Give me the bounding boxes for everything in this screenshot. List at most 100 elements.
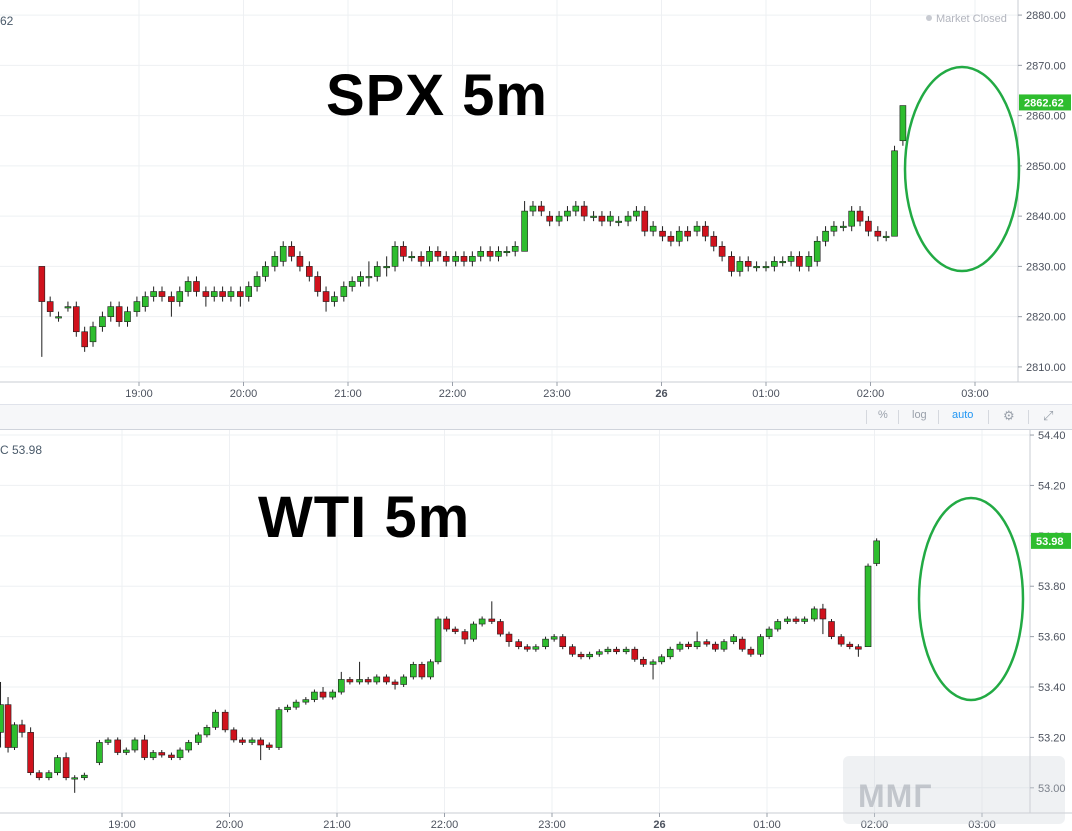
wti-candle-body <box>11 724 18 748</box>
wti-candle <box>346 676 354 685</box>
spx-candle-body <box>288 245 295 257</box>
percent-scale-button[interactable]: % <box>878 409 888 421</box>
wti-highlight-ellipse <box>917 496 1025 702</box>
spx-candle <box>899 105 907 146</box>
spx-candle-body <box>675 230 683 242</box>
spx-candle <box>219 286 226 302</box>
spx-highlight-ellipse <box>903 65 1021 273</box>
spx-candle <box>296 251 304 272</box>
spx-candle <box>615 216 622 227</box>
spx-candle-body <box>477 251 485 257</box>
spx-candle-body <box>684 230 691 237</box>
wti-candle-body <box>81 774 88 779</box>
spx-candle-body <box>365 276 373 279</box>
spx-candle <box>373 261 381 282</box>
spx-candle-body <box>779 261 787 264</box>
spx-x-tick-label: 01:00 <box>752 388 780 400</box>
spx-chart-svg[interactable]: 2810.00 2820.00 2830.00 2840.00 2850.00 2860.… <box>0 0 1072 404</box>
wti-candle <box>265 742 273 751</box>
wti-candle <box>470 621 477 642</box>
wti-candle <box>364 676 372 685</box>
wti-candle-body <box>595 651 603 655</box>
spx-candle-body <box>649 225 657 232</box>
wti-candle-body <box>71 777 78 780</box>
spx-candle <box>365 261 373 287</box>
wti-candle-body <box>873 540 880 564</box>
spx-candle <box>684 226 691 242</box>
wti-candle-body <box>391 681 399 685</box>
wti-candle <box>131 737 139 753</box>
spx-candle-body <box>89 326 97 343</box>
log-scale-button[interactable]: log <box>912 409 927 421</box>
spx-candle <box>874 226 882 242</box>
spx-candle-body <box>848 210 855 227</box>
spx-candle <box>227 286 235 302</box>
wti-candle-body <box>640 658 647 665</box>
auto-scale-button[interactable]: auto <box>952 409 974 421</box>
spx-candle <box>503 246 511 257</box>
spx-candle-body <box>693 225 701 232</box>
wti-candle <box>515 639 522 650</box>
spx-candle <box>193 276 200 297</box>
status-dot-icon <box>926 15 932 21</box>
toolbar-divider <box>898 410 899 424</box>
wti-candle-body <box>505 633 513 642</box>
wti-candle <box>11 722 18 751</box>
wti-candle-body <box>27 732 34 773</box>
spx-candle-body <box>331 296 338 302</box>
spx-chart-panel[interactable]: 2810.00 2820.00 2830.00 2840.00 2850.00 2860.… <box>0 0 1072 404</box>
spx-candle-body <box>564 210 571 217</box>
wti-candle <box>45 770 53 781</box>
wti-candle-body <box>275 709 283 748</box>
wti-chart-panel[interactable]: 53.0053.2053.4053.6053.8054.0054.2054.40… <box>0 430 1072 831</box>
spx-candle <box>89 321 97 347</box>
spx-candle <box>331 291 338 307</box>
wti-candle <box>221 709 229 733</box>
wti-chart-svg[interactable]: 53.0053.2053.4053.6053.8054.0054.2054.40… <box>0 430 1072 831</box>
wti-candle <box>158 750 166 758</box>
market-status-text: Market Closed <box>936 13 1007 25</box>
spx-candle <box>590 211 597 222</box>
wti-candle-body <box>168 754 175 758</box>
wti-candle <box>532 644 540 652</box>
spx-candle-body <box>822 230 829 242</box>
wti-candle-body <box>622 648 630 653</box>
spx-candle-body <box>856 210 864 222</box>
wti-candle <box>855 644 862 657</box>
spx-candle-body <box>210 291 218 297</box>
wti-candle-body <box>123 749 130 753</box>
toolbar-divider <box>988 410 989 424</box>
spx-candle <box>486 246 494 262</box>
wti-candle-body <box>176 749 184 758</box>
spx-candle <box>314 271 321 297</box>
wti-candle-body <box>631 648 639 660</box>
wti-candle-body <box>311 691 318 700</box>
wti-candle <box>391 679 399 690</box>
spx-candle <box>322 286 330 312</box>
spx-y-tick-label: 2830.00 <box>1026 261 1066 273</box>
spx-candle <box>348 276 356 292</box>
wti-candle <box>400 674 407 688</box>
spx-candle <box>81 326 88 352</box>
wti-y-tick-label: 53.20 <box>1038 732 1066 744</box>
spx-candle-body <box>667 235 675 242</box>
wti-candle <box>302 697 310 705</box>
spx-candle <box>882 231 890 242</box>
wti-candle <box>176 747 184 761</box>
spx-candle-body <box>176 291 184 302</box>
spx-candle-body <box>452 256 459 262</box>
spx-candle <box>693 221 701 237</box>
spx-candle <box>271 251 279 272</box>
fullscreen-icon[interactable]: ⤢ <box>1043 408 1054 423</box>
wti-candle <box>810 606 818 622</box>
spx-candle-body <box>306 266 313 277</box>
spx-candle-body <box>710 235 718 247</box>
spx-candle-body <box>486 251 494 257</box>
wti-candle-body <box>685 643 692 647</box>
settings-gear-icon[interactable]: ⚙ <box>1003 408 1015 423</box>
spx-candle-body <box>718 245 726 257</box>
wti-candle-body <box>18 724 26 733</box>
spx-candle-body <box>736 261 744 272</box>
spx-candle <box>237 286 244 307</box>
wti-y-tick-label: 53.00 <box>1038 783 1066 795</box>
